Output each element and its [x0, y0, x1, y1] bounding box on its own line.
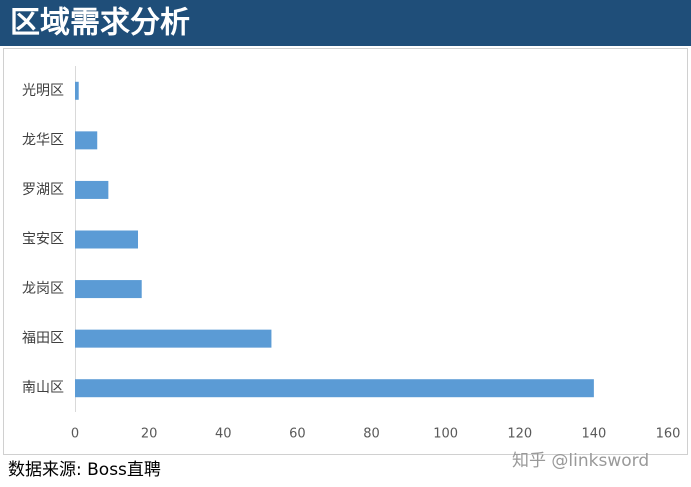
x-tick-label: 120: [507, 427, 532, 442]
bar: [75, 81, 79, 100]
page-title: 区域需求分析: [10, 6, 190, 41]
x-tick-label: 100: [433, 427, 458, 442]
bar: [75, 180, 109, 199]
y-tick-label: 光明区: [22, 83, 64, 99]
y-tick-label: 福田区: [22, 331, 64, 347]
x-tick-label: 0: [71, 427, 79, 442]
x-tick-label: 60: [289, 427, 306, 442]
bar: [75, 280, 142, 299]
x-tick-label: 160: [656, 427, 681, 442]
source-note: 数据来源: Boss直聘: [8, 460, 161, 480]
y-tick-label: 龙岗区: [22, 281, 64, 297]
bar: [75, 329, 272, 348]
x-tick-label: 20: [141, 427, 158, 442]
watermark: 知乎 @linksword: [512, 451, 649, 471]
header-band: [0, 0, 691, 46]
x-tick-label: 40: [215, 427, 232, 442]
y-tick-label: 龙华区: [22, 132, 64, 148]
bar: [75, 131, 98, 150]
bar: [75, 379, 594, 398]
y-tick-label: 罗湖区: [22, 182, 64, 198]
y-tick-label: 南山区: [22, 380, 64, 396]
y-tick-label: 宝安区: [22, 232, 64, 248]
bar: [75, 230, 139, 249]
x-tick-label: 140: [581, 427, 606, 442]
x-tick-label: 80: [363, 427, 380, 442]
